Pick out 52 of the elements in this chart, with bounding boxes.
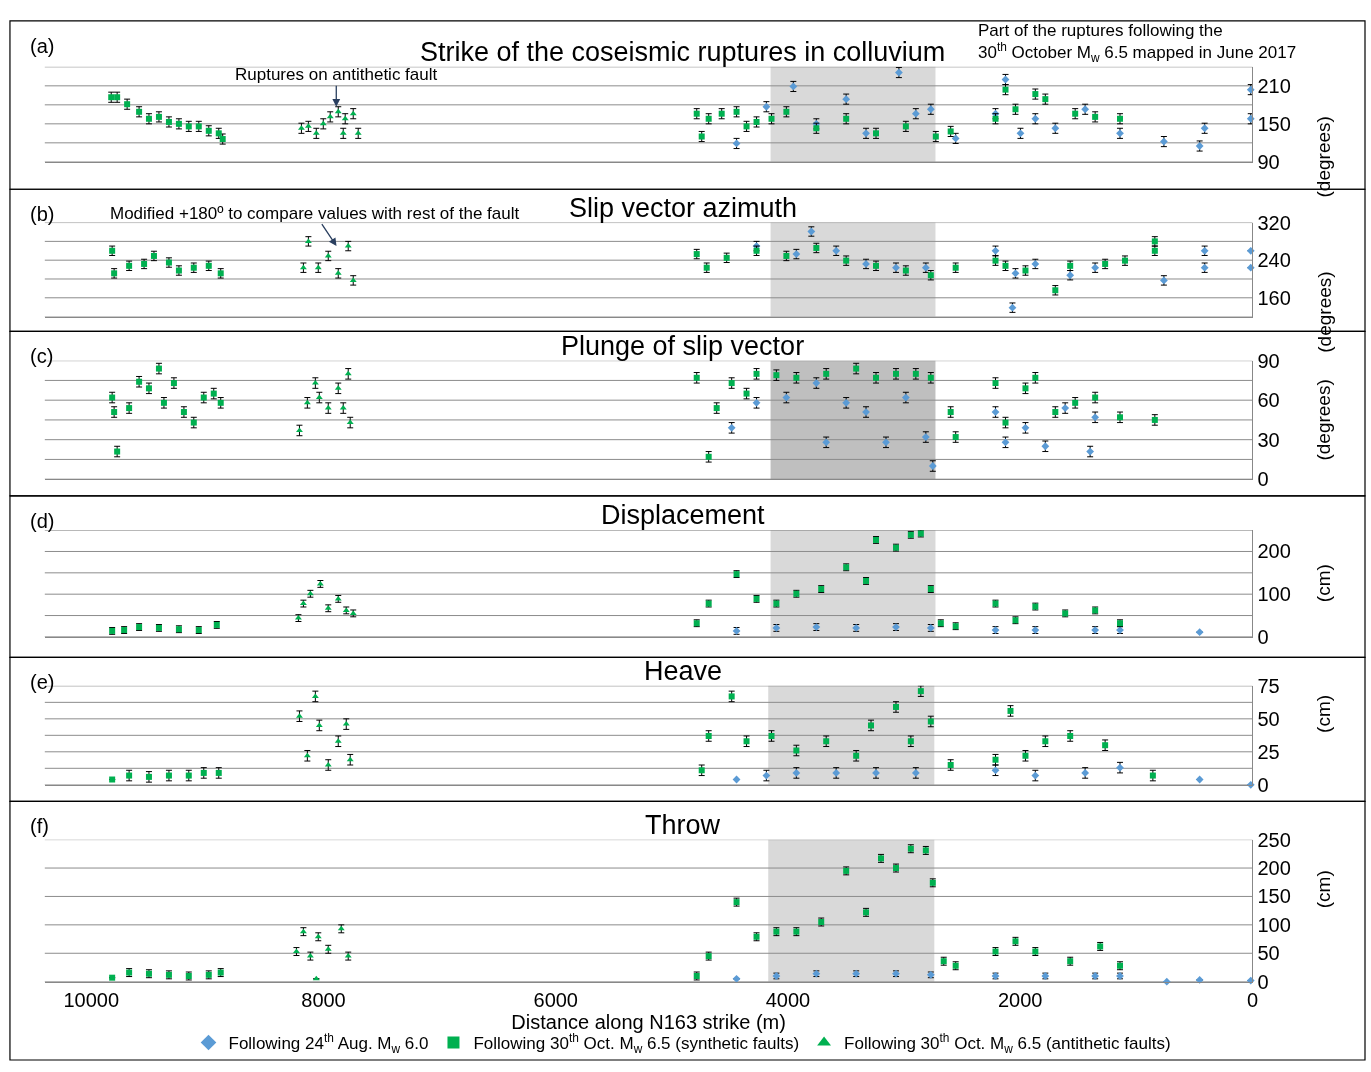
y-axis-title: (cm) [1313,564,1335,603]
y-tick-label: 200 [1257,540,1291,563]
y-tick-label: 150 [1257,112,1291,135]
text: (a) [30,35,55,57]
annotation: (e) [30,671,55,693]
legend-label: Following 30$^{th}$ Oct. M$_{w}$ 6.5 (antithetic faults) [844,1031,1171,1056]
y-tick-label: 25 [1257,740,1280,763]
y-tick-label: 150 [1257,885,1291,908]
legend-label: Following 24$^{th}$ Aug. M$_{w}$ 6.0 [228,1031,429,1056]
y-tick-label: 90 [1257,349,1280,372]
x-tick-label: 10000 [63,988,120,1011]
x-axis-title: Distance along N163 strike (m) [511,1010,786,1033]
chart-title: Plunge of slip vector [561,331,805,361]
text: Part of the ruptures following the 30$^{th}$ October M$_{w}$ 6.5 mapped in June 2017 [978,21,1297,65]
chart-title: Slip vector azimuth [569,193,798,223]
y-tick-label: 50 [1257,942,1280,965]
annotation: (b) [30,203,55,225]
y-tick-label: 240 [1257,249,1291,272]
y-tick-label: 320 [1257,211,1291,234]
y-tick-label: 0 [1257,970,1269,993]
chart-title: Strike of the coseismic ruptures in colluvium [420,37,946,67]
y-axis-title: (cm) [1312,870,1334,909]
y-tick-label: 50 [1257,707,1280,730]
annotation: (d) [30,510,55,532]
y-tick-label: 0 [1257,468,1269,491]
y-tick-label: 0 [1257,625,1269,648]
y-tick-label: 100 [1257,583,1291,606]
y-tick-label: 210 [1257,74,1291,97]
text: (f) [30,815,49,837]
y-tick-label: 100 [1257,913,1291,936]
x-tick-label: 4000 [765,988,811,1011]
annotation: Modified +180º to compare values with rest of the fault [110,204,520,223]
y-axis-title: (degrees) [1312,116,1334,198]
x-tick-label: 2000 [997,988,1043,1011]
y-tick-label: 200 [1257,857,1291,880]
chart-title: Heave [644,656,723,686]
y-tick-label: 90 [1257,150,1280,173]
x-tick-label: 6000 [533,988,578,1011]
x-tick-label: 8000 [301,988,346,1011]
chart-title: Throw [645,810,721,840]
y-tick-label: 0 [1257,773,1269,796]
y-axis-title: (degrees) [1313,271,1335,353]
y-tick-label: 250 [1257,828,1291,851]
annotation: Ruptures on antithetic fault [235,65,438,84]
chart-title: Displacement [601,500,766,530]
y-tick-label: 160 [1257,286,1291,309]
y-tick-label: 30 [1257,428,1280,451]
annotation: (c) [30,345,54,367]
y-axis-title: (degrees) [1312,379,1334,461]
y-axis-title: (cm) [1313,694,1335,733]
y-tick-label: 75 [1257,674,1280,697]
y-tick-label: 60 [1257,389,1280,412]
